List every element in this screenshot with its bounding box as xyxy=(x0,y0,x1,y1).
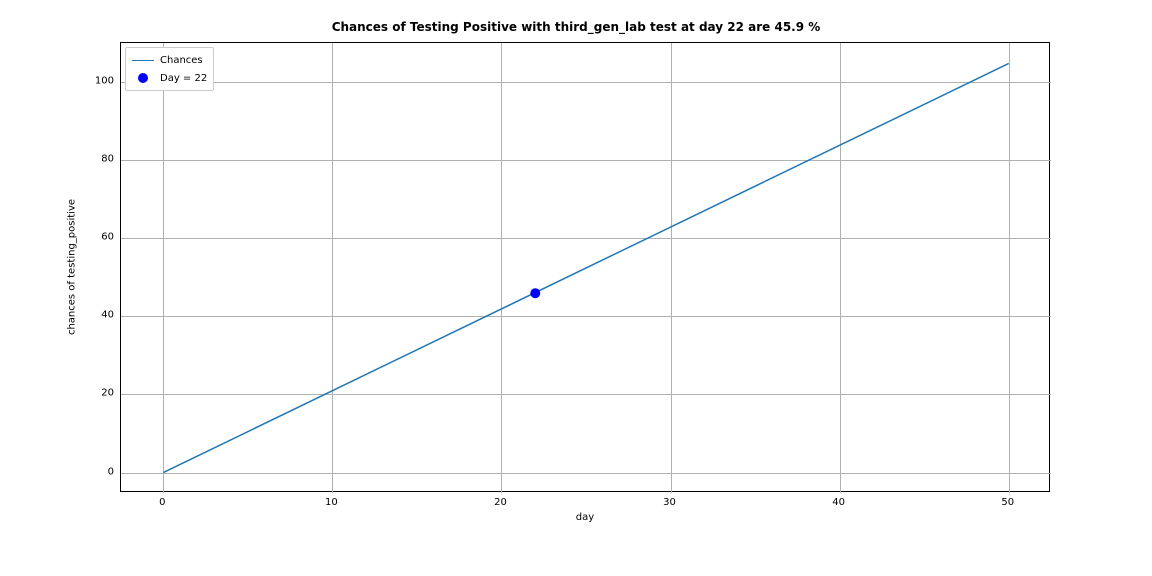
y-tick-label: 80 xyxy=(90,154,114,165)
y-gridline xyxy=(121,394,1051,395)
legend-entry-marker: Day = 22 xyxy=(132,70,207,86)
line-series xyxy=(163,63,1008,472)
y-gridline xyxy=(121,160,1051,161)
figure: Chances of Testing Positive with third_g… xyxy=(0,0,1152,576)
x-gridline xyxy=(163,43,164,493)
legend: Chances Day = 22 xyxy=(125,47,214,91)
x-gridline xyxy=(671,43,672,493)
y-gridline xyxy=(121,238,1051,239)
x-gridline xyxy=(1009,43,1010,493)
y-tick-label: 100 xyxy=(90,75,114,86)
x-tick-label: 40 xyxy=(832,497,845,508)
y-gridline xyxy=(121,473,1051,474)
x-tick-label: 0 xyxy=(159,497,165,508)
x-axis-label: day xyxy=(576,512,594,523)
y-tick-label: 20 xyxy=(90,388,114,399)
y-tick-label: 60 xyxy=(90,232,114,243)
plot-area: Chances Day = 22 xyxy=(120,42,1050,492)
y-axis-label: chances of testing_positive xyxy=(67,199,78,335)
y-gridline xyxy=(121,82,1051,83)
x-gridline xyxy=(840,43,841,493)
x-tick-label: 50 xyxy=(1001,497,1014,508)
x-tick-label: 30 xyxy=(663,497,676,508)
legend-swatch-marker xyxy=(132,71,154,85)
legend-label-line: Chances xyxy=(160,55,203,66)
legend-entry-line: Chances xyxy=(132,52,207,68)
marker-point xyxy=(530,288,540,298)
x-tick-label: 10 xyxy=(325,497,338,508)
legend-swatch-line xyxy=(132,53,154,67)
y-gridline xyxy=(121,316,1051,317)
y-tick-label: 0 xyxy=(90,466,114,477)
legend-label-marker: Day = 22 xyxy=(160,73,207,84)
chart-title: Chances of Testing Positive with third_g… xyxy=(0,20,1152,34)
x-tick-label: 20 xyxy=(494,497,507,508)
line-layer xyxy=(121,43,1051,493)
x-gridline xyxy=(501,43,502,493)
x-gridline xyxy=(332,43,333,493)
y-tick-label: 40 xyxy=(90,310,114,321)
